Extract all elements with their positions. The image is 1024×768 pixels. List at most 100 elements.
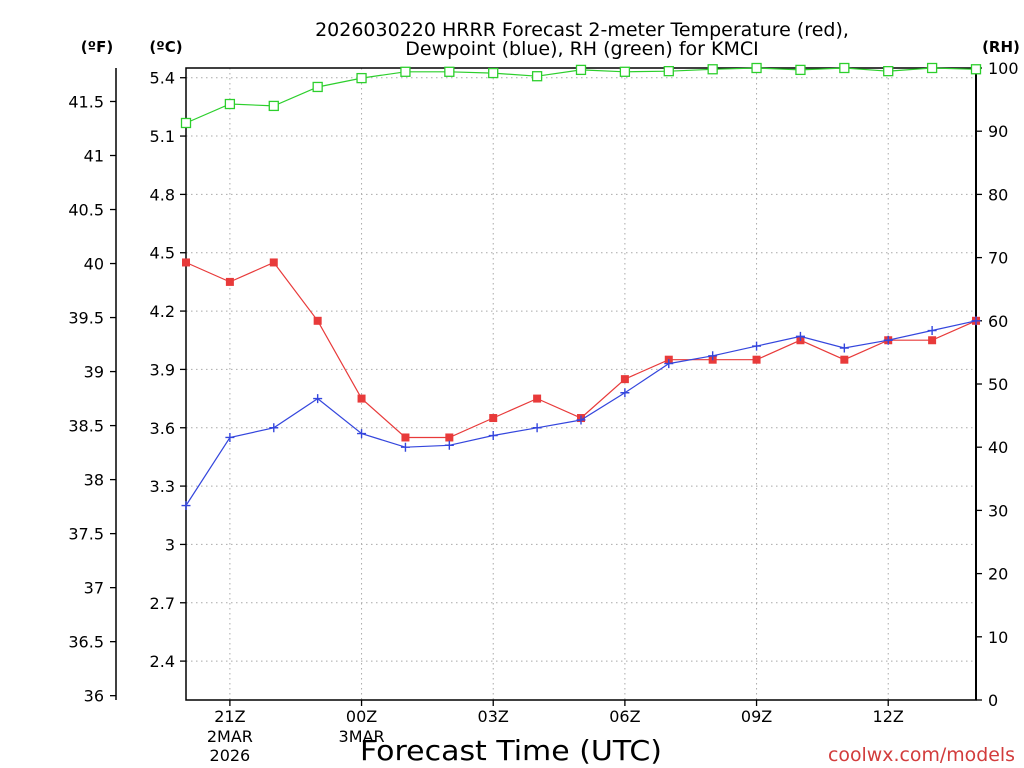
temperature-point — [401, 433, 410, 442]
dewpoint-point — [269, 423, 279, 433]
fahrenheit-tick-label: 40.5 — [68, 201, 104, 220]
celsius-tick-label: 3.3 — [150, 477, 175, 496]
rh-axis-ticks: 0 10 20 30 40 50 60 70 80 90 100 — [976, 59, 1019, 710]
fahrenheit-tick-label: 37 — [84, 579, 104, 598]
dewpoint-point — [576, 415, 586, 425]
rh-tick-label: 80 — [988, 185, 1008, 204]
relative-humidity-point — [312, 81, 323, 93]
relative-humidity-point — [707, 64, 718, 75]
celsius-axis-title: (ºC) — [149, 38, 182, 56]
dewpoint-point — [357, 429, 367, 439]
dewpoint-point — [444, 440, 454, 450]
chart-title-line-2: Dewpoint (blue), RH (green) for KMCI — [405, 38, 759, 60]
temperature-point — [840, 355, 849, 364]
grid-lines — [186, 68, 976, 700]
dewpoint-point — [313, 394, 323, 404]
dewpoint-point — [971, 316, 981, 326]
relative-humidity-point — [926, 62, 938, 74]
fahrenheit-tick-label: 38.5 — [68, 417, 104, 436]
rh-tick-label: 50 — [988, 375, 1008, 394]
time-tick-date-label: 3MAR — [339, 727, 385, 746]
temperature-point — [313, 316, 322, 325]
time-tick-date-label: 2MAR — [207, 727, 253, 746]
celsius-tick-label: 4.2 — [150, 302, 175, 321]
dewpoint-point — [225, 432, 235, 442]
temperature-point — [533, 394, 542, 403]
relative-humidity-point — [883, 66, 894, 77]
dewpoint-point — [181, 501, 191, 511]
time-tick-label: 21Z — [214, 707, 245, 726]
fahrenheit-axis-title: (ºF) — [81, 38, 113, 56]
temperature-point — [928, 336, 937, 345]
fahrenheit-tick-label: 37.5 — [68, 525, 104, 544]
relative-humidity-point — [224, 98, 236, 110]
time-tick-label: 03Z — [478, 707, 509, 726]
temperature-point — [269, 258, 278, 267]
dewpoint-point — [532, 423, 542, 433]
temperature-point — [225, 277, 234, 286]
rh-tick-label: 70 — [988, 249, 1008, 268]
temperature-point — [620, 375, 629, 384]
dewpoint-point — [883, 335, 893, 345]
dewpoint-point — [620, 388, 630, 398]
relative-humidity-point — [839, 62, 850, 74]
dewpoint-point — [752, 341, 762, 351]
rh-tick-label: 0 — [988, 691, 998, 710]
relative-humidity-point — [970, 64, 982, 75]
celsius-tick-label: 2.4 — [150, 652, 175, 671]
chart-title-line-1: 2026030220 HRRR Forecast 2-meter Tempera… — [315, 19, 849, 41]
rh-tick-label: 90 — [988, 122, 1008, 141]
credit-watermark: coolwx.com/models — [828, 744, 1015, 766]
time-tick-label: 00Z — [346, 707, 377, 726]
temperature-point — [445, 433, 454, 442]
celsius-tick-label: 3.6 — [150, 419, 175, 438]
relative-humidity-point — [268, 100, 279, 112]
relative-humidity-point — [488, 67, 499, 79]
fahrenheit-axis-ticks: 36 36.5 37 37.5 38 38.5 39 39.5 40 40.5 41 41.5 — [68, 92, 116, 706]
relative-humidity-point — [795, 64, 806, 76]
relative-humidity-point — [751, 62, 762, 74]
relative-humidity-point — [356, 72, 367, 84]
rh-tick-label: 10 — [988, 628, 1008, 647]
fahrenheit-tick-label: 40 — [84, 255, 104, 274]
celsius-axis-ticks: 2.4 2.7 3 3.3 3.6 3.9 4.2 4.5 4.8 5.1 5.4 — [150, 69, 186, 671]
fahrenheit-tick-label: 41 — [84, 147, 104, 166]
time-tick-label: 12Z — [873, 707, 904, 726]
data-series — [180, 62, 982, 511]
celsius-tick-label: 3 — [165, 535, 175, 554]
rh-tick-label: 20 — [988, 565, 1008, 584]
celsius-tick-label: 4.5 — [150, 244, 175, 263]
relative-humidity-point — [400, 66, 411, 77]
dewpoint-point — [708, 351, 718, 361]
celsius-tick-label: 5.1 — [150, 127, 175, 146]
x-axis-title: Forecast Time (UTC) — [360, 734, 662, 767]
dewpoint-point — [400, 442, 410, 452]
rh-axis-title: (RH) — [982, 38, 1020, 56]
relative-humidity-point — [575, 64, 587, 76]
temperature-point — [182, 258, 190, 267]
dewpoint-point — [664, 359, 674, 369]
temperature-point — [357, 394, 366, 403]
fahrenheit-tick-label: 36.5 — [68, 633, 104, 652]
rh-tick-label: 60 — [988, 312, 1008, 331]
temperature-point — [752, 355, 761, 364]
time-tick-year-label: 2026 — [210, 746, 251, 765]
rh-tick-label: 40 — [988, 438, 1008, 457]
relative-humidity-point — [531, 71, 543, 82]
fahrenheit-tick-label: 41.5 — [68, 92, 104, 111]
fahrenheit-tick-label: 36 — [84, 687, 104, 706]
fahrenheit-tick-label: 38 — [84, 471, 104, 490]
relative-humidity-point — [180, 117, 192, 129]
dewpoint-point — [839, 343, 849, 353]
fahrenheit-tick-label: 39.5 — [68, 309, 104, 328]
dewpoint-point — [488, 431, 498, 441]
fahrenheit-tick-label: 39 — [84, 363, 104, 382]
celsius-tick-label: 2.7 — [150, 594, 175, 613]
temperature-point — [489, 414, 498, 423]
celsius-tick-label: 3.9 — [150, 360, 175, 379]
dewpoint-point — [795, 331, 805, 341]
rh-tick-label: 30 — [988, 501, 1008, 520]
